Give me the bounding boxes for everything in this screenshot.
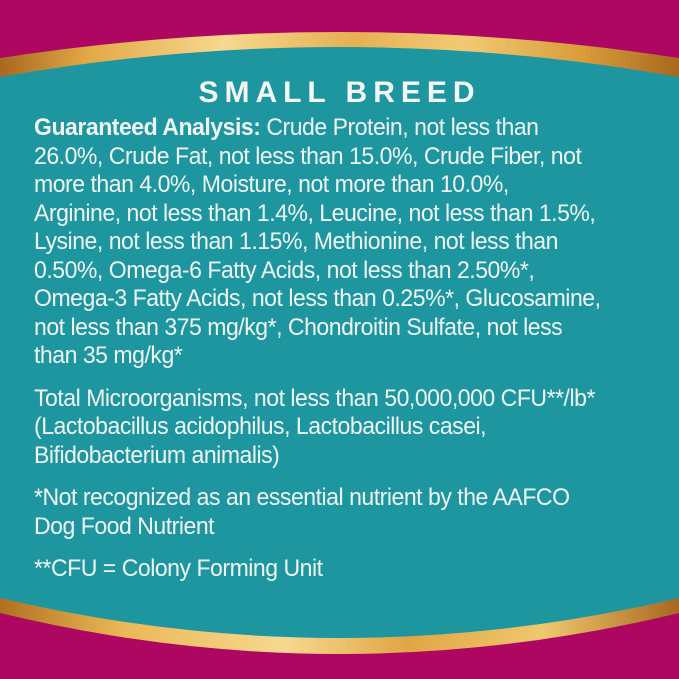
- top-gold-arc: [0, 32, 679, 78]
- ga-line: than 35 mg/kg*: [34, 342, 183, 369]
- micro-line: Bifidobacterium animalis): [34, 441, 280, 469]
- aafco-footnote-paragraph: *Not recognized as an essential nutrient…: [34, 484, 654, 541]
- ga-line: Arginine, not less than 1.4%, Leucine, n…: [34, 199, 596, 227]
- breed-title: SMALL BREED: [198, 76, 481, 109]
- cfu-footnote-paragraph: **CFU = Colony Forming Unit: [34, 555, 654, 584]
- ga-line: more than 4.0%, Moisture, not more than …: [34, 171, 509, 198]
- aafco-line: Dog Food Nutrient: [34, 512, 215, 540]
- ga-line: Guaranteed Analysis: Crude Protein, not …: [34, 114, 629, 143]
- label-text-block: Guaranteed Analysis: Crude Protein, not …: [34, 114, 654, 598]
- cfu-line: **CFU = Colony Forming Unit: [34, 555, 323, 582]
- guaranteed-analysis-heading: Guaranteed Analysis:: [34, 114, 261, 141]
- micro-line: Total Microorganisms, not less than 50,0…: [34, 384, 595, 412]
- guaranteed-analysis-paragraph: Guaranteed Analysis: Crude Protein, not …: [34, 114, 654, 371]
- ga-line: 0.50%, Omega-6 Fatty Acids, not less tha…: [34, 256, 535, 284]
- ga-line: Lysine, not less than 1.15%, Methionine,…: [34, 228, 558, 255]
- aafco-line: *Not recognized as an essential nutrient…: [34, 484, 570, 511]
- ga-line-rest: Crude Protein, not less than: [266, 114, 539, 141]
- ga-line: Omega-3 Fatty Acids, not less than 0.25%…: [34, 285, 601, 312]
- teal-panel: [0, 47, 679, 639]
- micro-line: (Lactobacillus acidophilus, Lactobacillu…: [34, 413, 487, 440]
- ga-line: 26.0%, Crude Fat, not less than 15.0%, C…: [34, 142, 582, 170]
- ga-line: not less than 375 mg/kg*, Chondroitin Su…: [34, 313, 563, 341]
- microorganisms-paragraph: Total Microorganisms, not less than 50,0…: [34, 385, 654, 471]
- bottom-gold-arc: [0, 598, 679, 654]
